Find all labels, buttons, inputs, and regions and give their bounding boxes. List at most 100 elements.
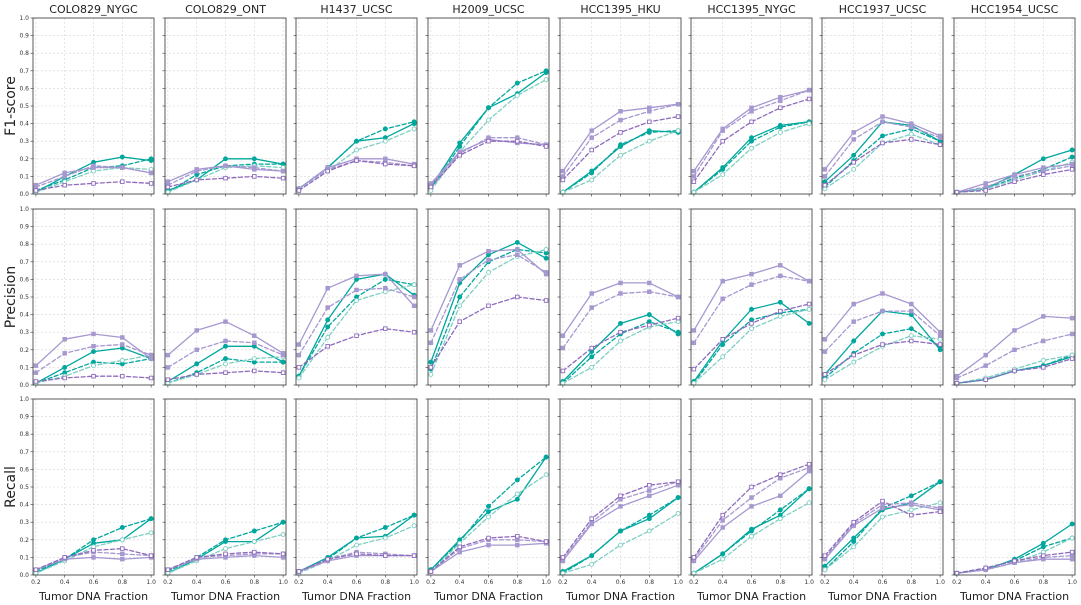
data-point [91,373,96,379]
data-point [543,68,549,74]
data-point [778,98,783,103]
data-point [1012,328,1017,333]
data-point [383,156,388,162]
data-point [618,320,623,326]
data-point [62,182,67,188]
data-point [691,168,697,174]
data-point [543,472,549,478]
subplot-frame [821,17,944,195]
data-point [33,363,39,368]
x-tick-label: 0.8 [118,579,128,586]
data-point [675,495,681,501]
subplot-frame [559,398,682,576]
y-tick-label: 0.6 [19,276,29,283]
data-point [618,142,623,148]
data-point [486,509,491,515]
data-point [1069,147,1075,153]
series-line [693,121,810,193]
data-point [62,174,67,179]
data-point [515,247,520,252]
data-point [194,555,199,560]
data-point [880,119,885,125]
data-point [515,252,520,258]
data-point [749,145,754,151]
x-tick-label: 1.0 [278,579,288,586]
data-point [33,370,39,375]
data-point [486,248,491,254]
data-point [806,320,812,326]
data-point [486,542,491,548]
data-point [880,308,885,314]
data-point [62,364,68,370]
data-point [1041,172,1046,177]
data-point [91,363,96,369]
data-point [543,144,549,149]
data-point [1012,558,1017,564]
data-point [280,532,286,537]
data-point [822,182,828,188]
y-tick-label: 0.5 [19,103,29,110]
data-point [120,342,125,347]
data-point [954,375,960,381]
data-point [411,553,417,558]
data-point [194,347,199,353]
data-point [515,138,520,144]
x-tick-label: 0.8 [776,579,786,586]
subplot-frame [164,398,287,576]
data-point [589,135,594,140]
data-point [91,344,96,349]
subplot [688,208,813,388]
data-point [296,375,302,381]
data-point [618,280,623,286]
data-point [647,109,652,114]
data-point [515,537,520,543]
y-tick-label: 0.5 [19,484,29,491]
data-point [457,303,463,309]
y-tick-label: 0.4 [19,502,29,509]
data-point [720,525,725,530]
x-tick-label: 1.0 [409,579,419,586]
data-point [91,181,96,186]
subplot-frame [690,208,813,386]
data-point [1069,556,1075,562]
y-tick-label: 0.6 [19,85,29,92]
data-point [618,528,623,534]
subplot-frame [559,17,682,195]
y-tick-label: 0.7 [19,68,29,75]
y-tick-label: 0.8 [19,431,29,438]
subplot-frame [427,398,550,576]
data-point [33,379,39,384]
data-point [749,306,754,312]
data-point [880,342,885,347]
y-tick-label: 0.6 [19,466,29,473]
data-point [806,121,812,127]
data-point [822,349,828,354]
data-point [148,553,154,558]
data-point [806,486,812,492]
data-point [647,119,652,125]
data-point [560,174,566,179]
subplot-frame [32,208,155,386]
data-point [515,534,520,539]
data-point [720,138,725,144]
x-tick-label: 1.0 [146,579,156,586]
x-tick-label: 0.4 [192,579,202,586]
data-point [296,365,302,370]
data-point [983,363,988,368]
x-tick-label: 0.6 [484,579,494,586]
x-tick-label: 0.4 [323,579,333,586]
data-point [851,539,857,545]
subplot: 0.2 0.4 0.6 0.8 1.0 [688,398,814,586]
data-point [1041,168,1046,174]
data-point [720,551,726,557]
subplot: 0.2 0.4 0.6 0.8 1.0 [162,398,288,586]
y-tick-label: 0.7 [19,259,29,266]
data-point [983,565,988,571]
data-point [589,147,594,153]
series-line [298,284,415,379]
data-point [457,294,463,300]
column-title: H2009_UCSC [452,3,524,16]
y-tick-label: 0.3 [19,138,29,145]
data-point [543,539,549,544]
data-point [354,333,359,338]
